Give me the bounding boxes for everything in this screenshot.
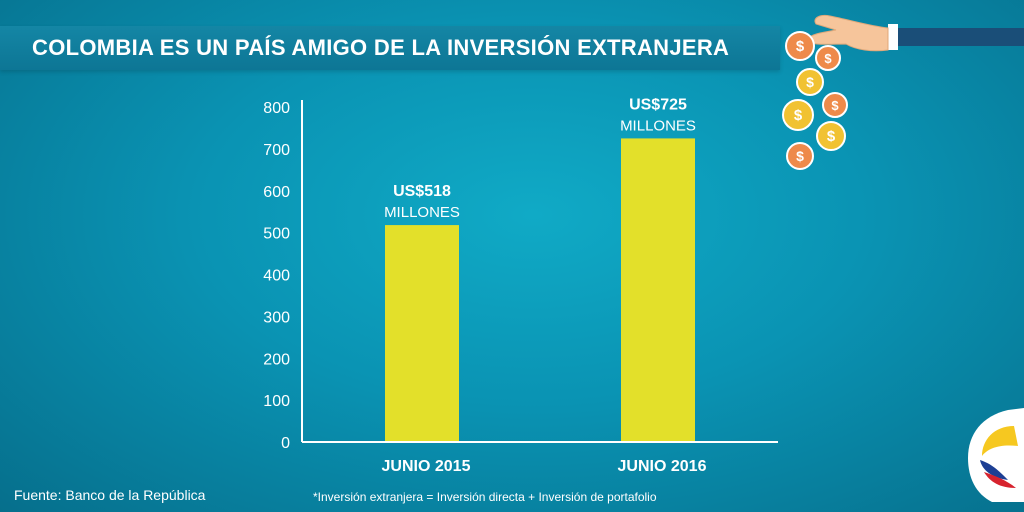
dollar-coin-icon: $ <box>822 92 848 118</box>
hand-dropping-coins-icon: $ $ $ $ $ $ $ <box>782 15 1024 170</box>
x-category-label: JUNIO 2015 <box>382 458 471 475</box>
dollar-coin-icon: $ <box>815 45 841 71</box>
y-tick-label: 100 <box>263 393 290 410</box>
colombia-flag-logo-icon <box>968 408 1024 502</box>
svg-text:$: $ <box>831 98 839 113</box>
page-title: COLOMBIA ES UN PAÍS AMIGO DE LA INVERSIÓ… <box>32 35 730 60</box>
data-label-unit: MILLONES <box>384 204 460 221</box>
x-category-label: JUNIO 2016 <box>618 458 707 475</box>
bar-junio-2015 <box>385 225 459 442</box>
svg-text:$: $ <box>796 148 804 164</box>
y-tick-label: 500 <box>263 226 290 243</box>
bar-junio-2016 <box>621 138 695 442</box>
dollar-coin-icon: $ <box>782 99 814 131</box>
dollar-coin-icon: $ <box>786 142 814 170</box>
data-label-amount: US$518 <box>393 183 451 200</box>
y-tick-label: 300 <box>263 309 290 326</box>
title-banner: COLOMBIA ES UN PAÍS AMIGO DE LA INVERSIÓ… <box>0 26 780 70</box>
y-tick-label: 700 <box>263 142 290 159</box>
footnote: *Inversión extranjera = Inversión direct… <box>313 490 657 504</box>
svg-text:$: $ <box>824 51 832 66</box>
svg-text:$: $ <box>794 107 803 124</box>
y-tick-label: 800 <box>263 100 290 117</box>
y-tick-label: 200 <box>263 351 290 368</box>
dollar-coin-icon: $ <box>785 31 815 61</box>
y-tick-label: 400 <box>263 268 290 285</box>
y-tick-label: 600 <box>263 184 290 201</box>
source-note: Fuente: Banco de la República <box>14 487 206 503</box>
svg-text:$: $ <box>806 74 814 90</box>
dollar-coin-icon: $ <box>796 68 824 96</box>
dollar-coin-icon: $ <box>816 121 846 151</box>
data-label-unit: MILLONES <box>620 117 696 134</box>
y-tick-label: 0 <box>281 435 290 452</box>
svg-text:$: $ <box>796 38 805 55</box>
svg-text:$: $ <box>827 128 836 145</box>
data-label-amount: US$725 <box>629 96 687 113</box>
